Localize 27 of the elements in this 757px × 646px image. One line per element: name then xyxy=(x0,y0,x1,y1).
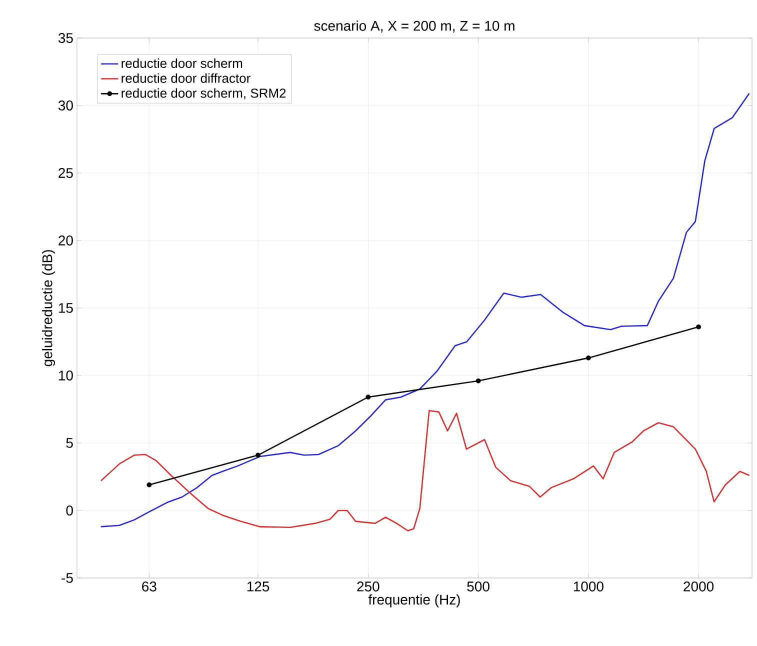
point xyxy=(696,324,701,330)
x-tick-label: 500 xyxy=(467,582,490,592)
y-tick-label: 5 xyxy=(66,438,73,448)
y-tick-label: 30 xyxy=(58,100,73,110)
y-tick-label: 15 xyxy=(58,303,73,313)
y-tick-label: -5 xyxy=(62,573,73,583)
y-tick-label: 0 xyxy=(66,506,73,516)
x-tick-label: 250 xyxy=(357,582,380,592)
legend-label: reductie door diffractor xyxy=(122,73,250,83)
legend-label: reductie door scherm, SRM2 xyxy=(122,88,286,100)
point xyxy=(146,482,152,488)
y-tick-label: 35 xyxy=(58,33,73,43)
point xyxy=(256,452,260,458)
y-axis-title: geluidreductie (dB) xyxy=(42,250,56,366)
point xyxy=(586,356,591,360)
x-tick-label: 63 xyxy=(142,582,156,592)
x-tick-label: 1000 xyxy=(574,582,604,592)
y-tick-label: 10 xyxy=(58,370,73,380)
point xyxy=(366,394,371,400)
point xyxy=(476,378,481,384)
legend-label: reductie door scherm xyxy=(122,58,242,68)
y-tick-label: 25 xyxy=(58,168,73,178)
chart-title: scenario A, X = 200 m, Z = 10 m xyxy=(314,20,514,32)
x-tick-label: 125 xyxy=(247,582,270,592)
x-axis-title: frequentie (Hz) xyxy=(368,594,460,608)
y-tick-label: 20 xyxy=(58,236,73,246)
x-tick-label: 2000 xyxy=(684,582,714,592)
